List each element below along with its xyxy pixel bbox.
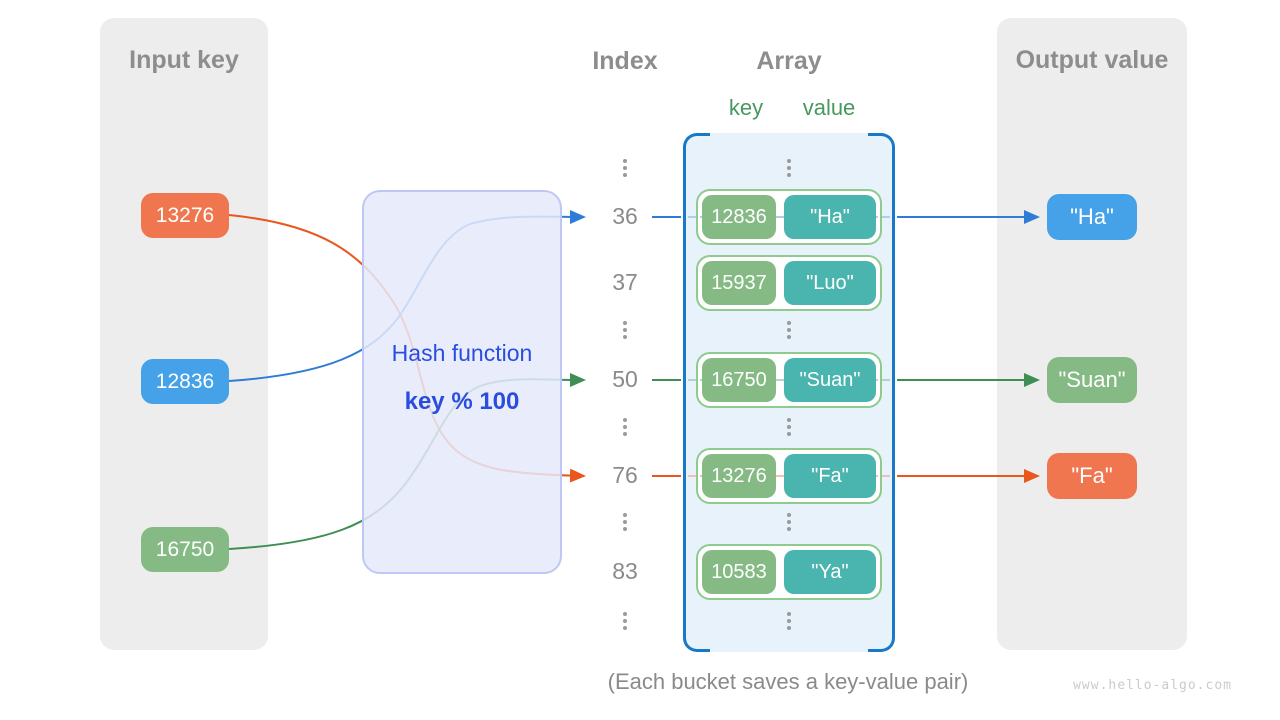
array-right-bracket (868, 133, 895, 652)
input-key-12836: 12836 (141, 359, 229, 404)
bucket-row-37: 15937 "Luo" (696, 255, 882, 311)
watermark: www.hello-algo.com (1073, 678, 1232, 693)
bucket-key: 15937 (702, 261, 776, 305)
array-ellipsis (787, 159, 791, 180)
index-ellipsis (623, 159, 627, 180)
bucket-value: "Suan" (784, 358, 876, 402)
bucket-row-36: 12836 "Ha" (696, 189, 882, 245)
index-ellipsis (623, 513, 627, 534)
bucket-row-83: 10583 "Ya" (696, 544, 882, 600)
index-label-37: 37 (612, 269, 638, 295)
index-label-50: 50 (612, 366, 638, 392)
hash-function-box: Hash function key % 100 (362, 190, 562, 574)
output-value-panel: Output value (997, 18, 1187, 650)
index-label-83: 83 (612, 558, 638, 584)
input-panel-title: Input key (129, 46, 239, 74)
bucket-key: 13276 (702, 454, 776, 498)
bucket-value: "Fa" (784, 454, 876, 498)
bucket-row-76: 13276 "Fa" (696, 448, 882, 504)
array-ellipsis (787, 612, 791, 633)
output-value-ha: "Ha" (1047, 194, 1137, 240)
bucket-key: 10583 (702, 550, 776, 594)
array-ellipsis (787, 513, 791, 534)
bucket-value: "Ha" (784, 195, 876, 239)
index-ellipsis (623, 418, 627, 439)
index-ellipsis (623, 321, 627, 342)
output-panel-title: Output value (1015, 46, 1169, 74)
index-label-36: 36 (612, 203, 638, 229)
array-ellipsis (787, 321, 791, 342)
index-ellipsis (623, 612, 627, 633)
array-header: Array (756, 47, 822, 75)
array-left-bracket (683, 133, 710, 652)
hash-formula: key % 100 (404, 388, 520, 415)
bucket-value: "Ya" (784, 550, 876, 594)
hash-function-label: Hash function (391, 340, 533, 366)
input-key-13276: 13276 (141, 193, 229, 238)
bucket-key: 12836 (702, 195, 776, 239)
index-label-76: 76 (612, 462, 638, 488)
output-value-fa: "Fa" (1047, 453, 1137, 499)
bucket-row-50: 16750 "Suan" (696, 352, 882, 408)
output-value-suan: "Suan" (1047, 357, 1137, 403)
value-header: value (802, 95, 856, 120)
key-header: key (728, 95, 764, 120)
caption: (Each bucket saves a key-value pair) (607, 669, 969, 694)
bucket-value: "Luo" (784, 261, 876, 305)
index-header: Index (592, 47, 658, 75)
input-key-16750: 16750 (141, 527, 229, 572)
bucket-key: 16750 (702, 358, 776, 402)
array-ellipsis (787, 418, 791, 439)
